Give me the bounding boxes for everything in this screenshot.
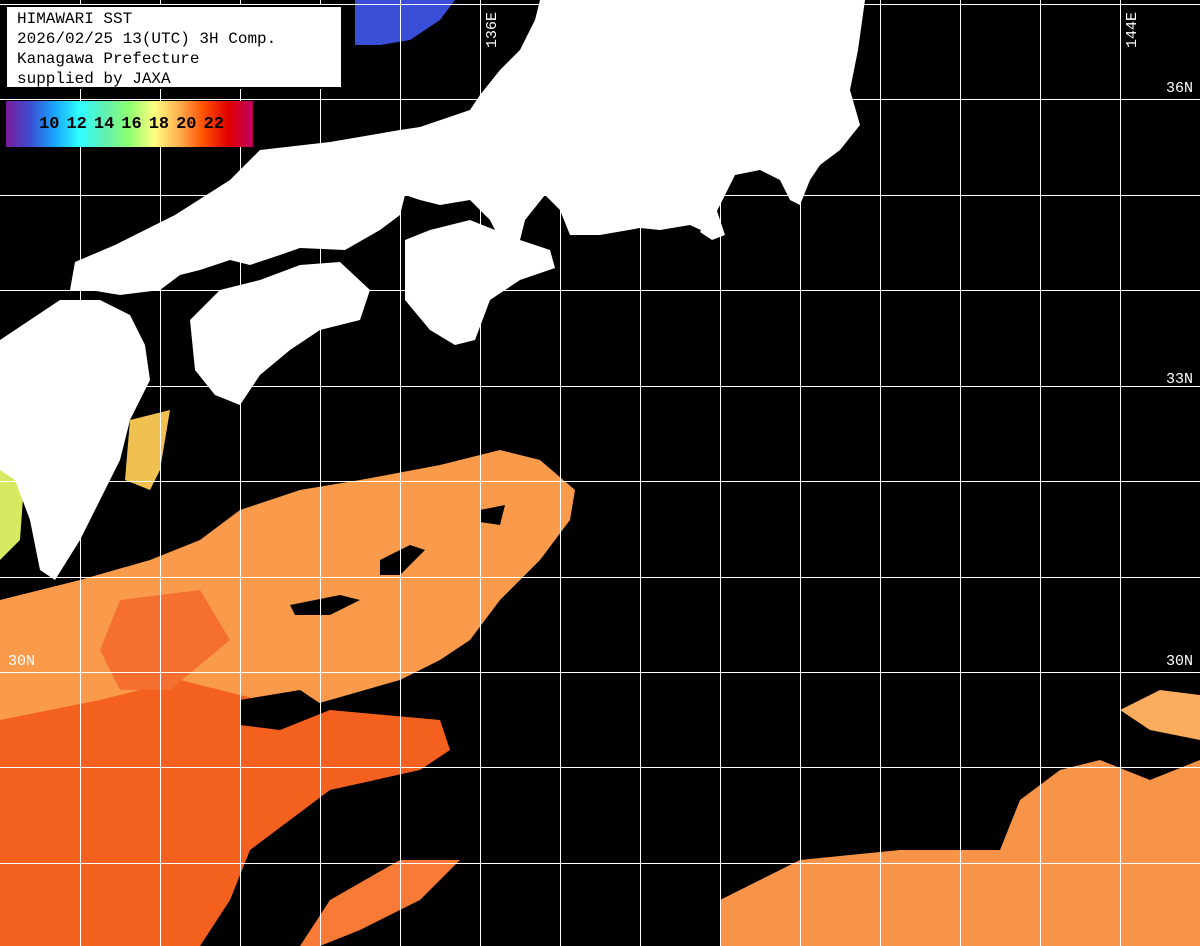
cloud-gap — [380, 545, 425, 575]
legend-tick: 12 — [66, 114, 87, 134]
land-shikoku — [190, 262, 370, 405]
cloud-gap — [480, 505, 505, 525]
sst-area-south — [300, 860, 460, 946]
lat-label-33n-left: 33 — [8, 371, 27, 388]
product-title: HIMAWARI SST — [17, 10, 133, 28]
legend-tick: 22 — [203, 114, 224, 134]
land-izu — [700, 205, 725, 240]
lat-label-36n: 36N — [1166, 80, 1194, 97]
sst-area-kyushu-east — [125, 410, 170, 490]
cloud-gap — [290, 595, 360, 615]
observation-datetime: 2026/02/25 13(UTC) 3H Comp. — [17, 30, 277, 48]
legend-tick: 14 — [93, 114, 115, 134]
land-honshu — [70, 0, 865, 295]
legend-tick: 16 — [121, 114, 142, 134]
region-name: Kanagawa Prefecture — [17, 50, 200, 68]
color-scale-legend: 10 12 14 16 18 20 22 — [6, 101, 253, 147]
land-kyushu — [0, 300, 150, 580]
lon-label-136e: 136E — [484, 11, 501, 48]
cloud-gap — [240, 690, 330, 730]
legend-tick: 20 — [176, 114, 197, 134]
sst-area-east — [1120, 690, 1200, 740]
lat-label-33n-right: 33N — [1166, 371, 1194, 388]
sst-area-cold — [355, 0, 455, 45]
sst-area-hot — [0, 680, 450, 946]
lon-label-144e: 144E — [1124, 11, 1141, 48]
lat-label-30n-left: 30N — [8, 653, 36, 670]
info-box: HIMAWARI SST 2026/02/25 13(UTC) 3H Comp.… — [5, 5, 343, 89]
legend-tick: 18 — [148, 114, 170, 134]
legend-tick: 10 — [39, 114, 60, 134]
lat-label-30n-right: 30N — [1166, 653, 1194, 670]
data-credit: supplied by JAXA — [17, 70, 171, 88]
sst-area-hot-2 — [100, 590, 230, 690]
